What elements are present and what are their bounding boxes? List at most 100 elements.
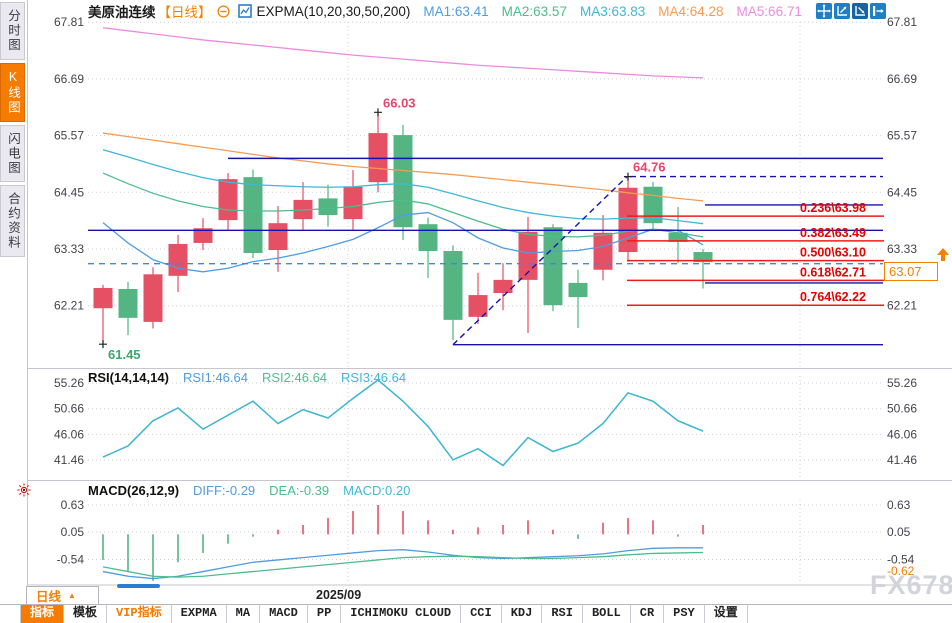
- tab-expma[interactable]: EXPMA: [172, 605, 227, 623]
- macd-dea-line: [102, 551, 704, 578]
- chart-header: 美原油连续 【日线】 EXPMA(10,20,30,50,200) MA1:63…: [88, 2, 802, 21]
- axis-label-left: 62.21: [54, 299, 84, 313]
- axis-label-left: -0.54: [57, 552, 85, 566]
- macd-settings-sun-icon[interactable]: [17, 483, 31, 497]
- axis-label-left: 0.63: [61, 498, 85, 512]
- axis-label-right: 64.45: [887, 185, 917, 199]
- dropdown-up-triangle-icon: ▲: [68, 590, 76, 600]
- crosshair-icon[interactable]: [816, 3, 832, 19]
- price-annotation: 66.03: [383, 95, 416, 110]
- macd-diff-line: [102, 547, 703, 580]
- axis-label-right: 66.69: [887, 72, 917, 86]
- candle-body: [268, 223, 288, 251]
- collapse-right-icon[interactable]: [870, 3, 886, 19]
- rsi-pane-header: RSI(14,14,14) RSI1:46.64 RSI2:46.64 RSI3…: [88, 370, 406, 385]
- candle-body: [368, 133, 388, 183]
- axis-label-right: 62.21: [887, 299, 917, 313]
- price-annotation: 64.76: [633, 160, 666, 175]
- candle-body: [143, 274, 163, 322]
- rsi2-value: RSI2:46.64: [261, 370, 328, 385]
- axis-zoom-icon[interactable]: [834, 3, 850, 19]
- ma4-value: MA4:64.28: [658, 3, 724, 19]
- axis-label-left: 67.81: [54, 15, 84, 29]
- axis-label-right: 55.26: [887, 376, 917, 390]
- tab-cr[interactable]: CR: [631, 605, 665, 623]
- tab-psy[interactable]: PSY: [664, 605, 705, 623]
- tab-macd[interactable]: MACD: [260, 605, 308, 623]
- ma-line-expma200: [102, 27, 704, 79]
- tab-ma[interactable]: MA: [227, 605, 261, 623]
- axis-label-left: 64.45: [54, 185, 84, 199]
- ma-line-expma20: [102, 172, 704, 238]
- collapse-circle-icon[interactable]: [216, 4, 230, 18]
- diff-value: DIFF:-0.29: [193, 483, 256, 498]
- ma-line-expma50: [102, 132, 704, 202]
- sidebar-item-contract-info[interactable]: 合约资料: [0, 185, 25, 257]
- last-price-box: 63.07: [884, 262, 938, 281]
- chart-toolbar: [816, 3, 886, 19]
- sidebar-item-time-chart[interactable]: 分时图: [0, 2, 25, 60]
- rsi-line: [102, 379, 704, 467]
- ma1-value: MA1:63.41: [423, 3, 489, 19]
- price-up-arrow-icon: [937, 248, 949, 261]
- candle-body: [218, 179, 238, 221]
- sidebar-item-kline-chart[interactable]: K线图: [0, 62, 25, 122]
- sidebar-item-lightning-chart[interactable]: 闪电图: [0, 124, 25, 182]
- axis-label-right: -0.54: [887, 552, 915, 566]
- candle-body: [318, 198, 338, 216]
- indicator-name: EXPMA(10,20,30,50,200): [256, 3, 411, 19]
- dea-value: DEA:-0.39: [269, 483, 330, 498]
- fibonacci-label: 0.382\63.49: [800, 226, 866, 240]
- annotation-cross-icon: [624, 172, 632, 181]
- tab-vip-indicator[interactable]: VIP指标: [107, 605, 172, 623]
- axis-label-right: 63.33: [887, 242, 917, 256]
- axis-zoom-active-icon[interactable]: [852, 3, 868, 19]
- macd-value: MACD:0.20: [343, 483, 411, 498]
- fibonacci-label: 0.500\63.10: [800, 246, 866, 260]
- annotation-cross-icon: [374, 108, 382, 117]
- tab-rsi[interactable]: RSI: [542, 605, 583, 623]
- axis-label-left: 65.57: [54, 129, 84, 143]
- axis-label-right: 41.46: [887, 453, 917, 467]
- rsi-indicator-name: RSI(14,14,14): [88, 370, 169, 385]
- axis-label-right: 46.06: [887, 427, 917, 441]
- tab-boll[interactable]: BOLL: [583, 605, 631, 623]
- price-annotation: 61.45: [108, 347, 141, 362]
- axis-label-left: 0.05: [61, 525, 85, 539]
- period-dropdown-label: 日线: [36, 590, 62, 604]
- tab-settings[interactable]: 设置: [705, 605, 748, 623]
- axis-label-left: 41.46: [54, 453, 84, 467]
- tab-template[interactable]: 模板: [64, 605, 108, 623]
- candle-body: [343, 186, 363, 220]
- rsi3-value: RSI3:46.64: [341, 370, 407, 385]
- x-axis-date-label: 2025/09: [316, 588, 362, 602]
- candle-body: [668, 232, 688, 242]
- indicator-chart-icon[interactable]: [237, 4, 252, 18]
- tab-pp[interactable]: PP: [308, 605, 342, 623]
- tab-indicator[interactable]: 指标: [21, 605, 65, 623]
- macd-current-value-label: -0.62: [887, 564, 915, 578]
- ma5-value: MA5:66.71: [736, 3, 802, 19]
- candle-body: [593, 232, 613, 270]
- chart-type-sidebar: 分时图 K线图 闪电图 合约资料: [0, 0, 28, 604]
- axis-label-left: 50.66: [54, 402, 84, 416]
- tab-kdj[interactable]: KDJ: [502, 605, 543, 623]
- candle-body: [468, 295, 488, 317]
- chart-scrollbar-thumb[interactable]: [117, 584, 160, 588]
- tab-ichimoku-cloud[interactable]: ICHIMOKU CLOUD: [341, 605, 462, 623]
- candle-body: [443, 251, 463, 320]
- tab-cci[interactable]: CCI: [461, 605, 502, 623]
- rsi-line: [102, 379, 704, 467]
- period-dropdown[interactable]: 日线 ▲: [26, 586, 99, 605]
- fibonacci-label: 0.236\63.98: [800, 201, 866, 215]
- ma2-value: MA2:63.57: [501, 3, 567, 19]
- candle-body: [693, 252, 713, 263]
- ma3-value: MA3:63.83: [579, 3, 646, 19]
- chart-canvas[interactable]: 67.81 67.81 66.69 66.69 65.57 65.57 64.45 64.45…: [0, 0, 952, 604]
- trendline: [452, 176, 628, 346]
- tabbar-spacer: [0, 605, 21, 623]
- axis-label-right: 50.66: [887, 402, 917, 416]
- axis-label-left: 55.26: [54, 376, 84, 390]
- rsi-line: [102, 379, 704, 467]
